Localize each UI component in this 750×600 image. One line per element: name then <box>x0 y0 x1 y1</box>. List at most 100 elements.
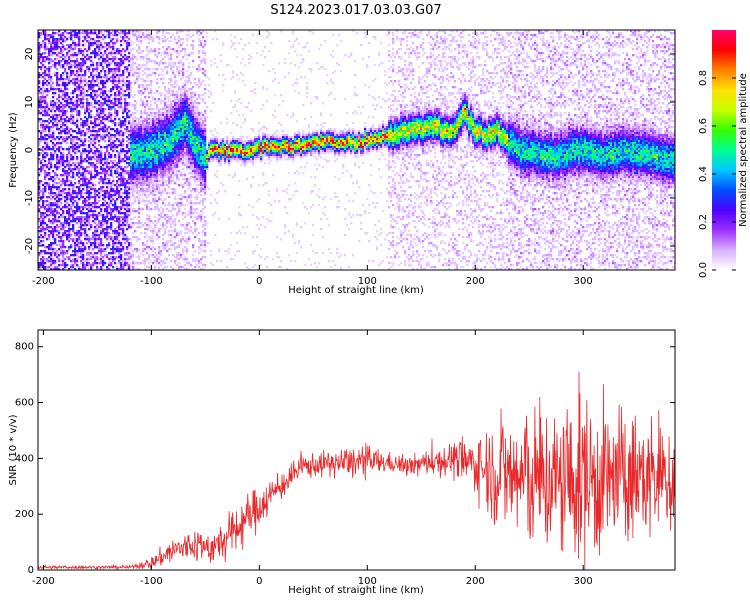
spectrogram-cell <box>182 94 185 97</box>
spectrogram-cell <box>112 260 115 263</box>
spectrogram-cell <box>66 156 69 159</box>
spectrogram-cell <box>68 190 71 193</box>
spectrogram-cell <box>96 158 99 161</box>
spectrogram-cell <box>130 44 133 47</box>
spectrogram-cell <box>100 232 103 235</box>
spectrogram-cell <box>58 34 61 37</box>
spectrogram-cell <box>88 32 91 35</box>
spectrogram-cell <box>154 50 157 53</box>
spectrogram-cell <box>134 56 137 59</box>
spectrogram-cell <box>40 164 43 167</box>
spectrogram-cell <box>64 168 67 171</box>
spectrogram-cell <box>66 120 69 123</box>
spectrogram-cell <box>38 54 41 57</box>
spectrogram-cell <box>44 58 47 61</box>
spectrogram-cell <box>144 156 147 159</box>
spectrogram-cell <box>166 180 169 183</box>
spectrogram-cell <box>50 264 53 267</box>
spectrogram-cell <box>48 34 51 37</box>
spectrogram-cell <box>146 246 149 249</box>
spectrogram-cell <box>180 240 183 243</box>
spectrogram-cell <box>148 126 151 129</box>
spectrogram-cell <box>76 132 79 135</box>
spectrogram-cell <box>164 246 167 249</box>
spectrogram-cell <box>172 254 175 257</box>
spectrogram-cell <box>116 132 119 135</box>
spectrogram-cell <box>72 172 75 175</box>
spectrogram-cell <box>104 136 107 139</box>
spectrogram-cell <box>40 152 43 155</box>
spectrogram-cell <box>162 58 165 61</box>
spectrogram-cell <box>182 178 185 181</box>
spectrogram-cell <box>138 152 141 155</box>
spectrogram-cell <box>44 134 47 137</box>
spectrogram-cell <box>152 148 155 151</box>
spectrogram-cell <box>146 228 149 231</box>
spectrogram-cell <box>166 148 169 151</box>
spectrogram-cell <box>154 48 157 51</box>
spectrogram-cell <box>124 34 127 37</box>
spectrogram-cell <box>108 96 111 99</box>
spectrogram-cell <box>48 162 51 165</box>
spectrogram-cell <box>116 50 119 53</box>
spectrogram-cell <box>172 124 175 127</box>
spectrogram-cell <box>50 212 53 215</box>
spectrogram-cell <box>40 258 43 261</box>
spectrogram-cell <box>146 138 149 141</box>
spectrogram-cell <box>84 124 87 127</box>
spectrogram-cell <box>148 224 151 227</box>
spectrogram-cell <box>68 56 71 59</box>
spectrogram-cell <box>166 152 169 155</box>
spectrogram-cell <box>132 174 135 177</box>
spectrogram-cell <box>86 104 89 107</box>
spectrogram-cell <box>136 138 139 141</box>
spectrogram-cell <box>88 218 91 221</box>
spectrogram-cell <box>94 232 97 235</box>
spectrogram-cell <box>70 192 73 195</box>
spectrogram-cell <box>88 194 91 197</box>
spectrogram-cell <box>40 266 43 269</box>
spectrogram-cell <box>140 40 143 43</box>
spectrogram-cell <box>66 206 69 209</box>
spectrogram-cell <box>108 140 111 143</box>
spectrogram-cell <box>94 98 97 101</box>
spectrogram-cell <box>80 174 83 177</box>
spectrogram-cell <box>178 52 181 55</box>
spectrogram-cell <box>66 38 69 41</box>
spectrogram-cell <box>76 82 79 85</box>
spectrogram-cell <box>182 132 185 135</box>
spectrogram-cell <box>144 232 147 235</box>
spectrogram-cell <box>40 102 43 105</box>
spectrogram-cell <box>168 142 171 145</box>
spectrogram-cell <box>176 264 179 267</box>
spectrogram-cell <box>162 134 165 137</box>
spectrogram-cell <box>160 254 163 257</box>
spectrogram-cell <box>176 50 179 53</box>
spectrogram-cell <box>132 162 135 165</box>
spectrogram-cell <box>178 120 181 123</box>
spectrogram-cell <box>94 242 97 245</box>
spectrogram-cell <box>46 124 49 127</box>
spectrogram-cell <box>168 182 171 185</box>
spectrogram-cell <box>92 214 95 217</box>
spectrogram-cell <box>150 140 153 143</box>
spectrogram-cell <box>182 218 185 221</box>
spectrogram-cell <box>180 38 183 41</box>
spectrogram-cell <box>66 76 69 79</box>
spectrogram-cell <box>44 182 47 185</box>
spectrogram-cell <box>154 168 157 171</box>
spectrogram-cell <box>74 244 77 247</box>
spectrogram-cell <box>112 136 115 139</box>
spectrogram-cell <box>166 48 169 51</box>
spectrogram-cell <box>52 38 55 41</box>
spectrogram-cell <box>76 204 79 207</box>
spectrogram-cell <box>156 142 159 145</box>
spectrogram-cell <box>78 236 81 239</box>
spectrogram-cell <box>160 214 163 217</box>
spectrogram-cell <box>120 142 123 145</box>
spectrogram-cell <box>112 150 115 153</box>
spectrogram-cell <box>56 84 59 87</box>
spectrogram-cell <box>132 150 135 153</box>
spectrogram-cell <box>158 186 161 189</box>
spectrogram-cell <box>144 178 147 181</box>
